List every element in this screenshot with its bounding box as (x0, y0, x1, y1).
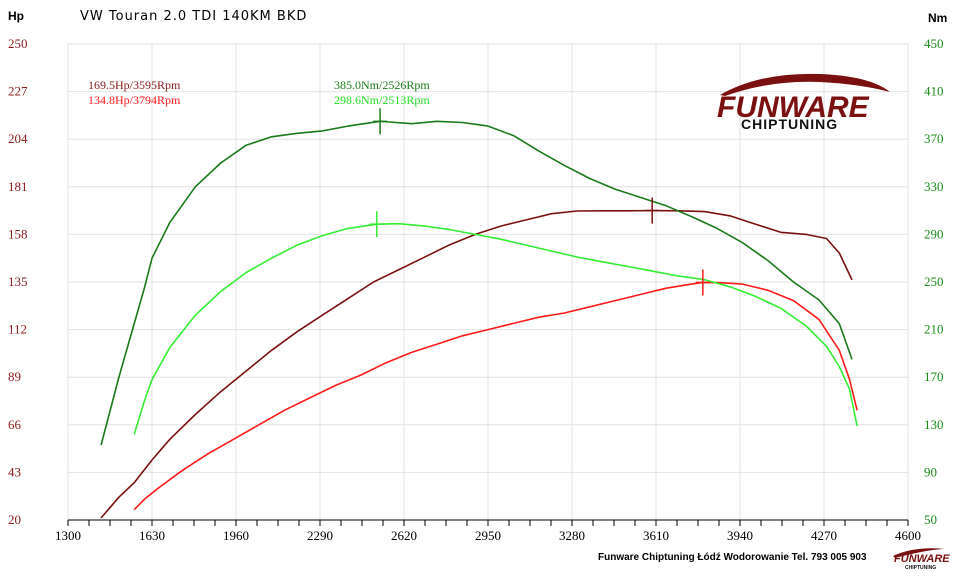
logo-sub-text: CHIPTUNING (741, 116, 838, 132)
x-tick-label: 3280 (559, 528, 585, 543)
y-right-tick-label: 370 (924, 131, 944, 146)
y-right-tick-label: 210 (924, 322, 944, 337)
grid (67, 43, 909, 521)
line-stock_nm (133, 222, 858, 435)
y-right-tick-label: 330 (924, 179, 944, 194)
annotation-stock-hp: 134.8Hp/3794Rpm (88, 93, 181, 107)
y-left-tick-label: 250 (8, 36, 28, 51)
y-left-tick-label: 43 (8, 464, 21, 479)
peak-markers (369, 108, 710, 296)
x-tick-label: 4600 (895, 528, 921, 543)
x-tick-label: 2620 (391, 528, 417, 543)
mini-logo-text: FUNWARE (894, 553, 950, 565)
annotation-tuned-hp: 169.5Hp/3595Rpm (88, 78, 181, 92)
y-left-tick-label: 181 (8, 179, 28, 194)
logo-main-text: FUNWARE (717, 91, 870, 124)
y-left-tick-label: 204 (8, 131, 28, 146)
y-right-ticks: 50 90 130 170 210 250 290 330 370 410 450 (924, 36, 944, 527)
y-left-tick-label: 20 (8, 512, 21, 527)
x-ticks: 1300 1630 1960 2290 2620 2950 3280 3610 3940 4270… (55, 528, 921, 543)
funware-logo: FUNWARE CHIPTUNING (717, 73, 890, 132)
y-right-unit: Nm (928, 11, 947, 25)
x-tick-label: 1630 (139, 528, 165, 543)
car-silhouette-icon (720, 73, 890, 96)
y-left-unit: Hp (8, 9, 24, 23)
x-tick-label: 1300 (55, 528, 81, 543)
series-lines (100, 120, 858, 519)
y-right-tick-label: 250 (924, 274, 944, 289)
x-tick-label: 4270 (811, 528, 837, 543)
y-left-tick-label: 89 (8, 369, 21, 384)
x-tick-label: 1960 (223, 528, 249, 543)
y-right-tick-label: 130 (924, 417, 944, 432)
footer-contact: Funware Chiptuning Łódź Wodorowanie Tel.… (598, 552, 867, 563)
y-left-tick-label: 135 (8, 274, 28, 289)
line-stock_hp (133, 281, 858, 511)
y-right-tick-label: 90 (924, 464, 937, 479)
y-right-tick-label: 170 (924, 369, 944, 384)
y-right-tick-label: 450 (924, 36, 944, 51)
x-tick-label: 2950 (475, 528, 501, 543)
y-right-tick-label: 290 (924, 226, 944, 241)
x-tick-label: 2290 (307, 528, 333, 543)
x-tick-label: 3610 (643, 528, 669, 543)
axes (67, 519, 909, 526)
annotation-tuned-nm: 385.0Nm/2526Rpm (334, 78, 430, 92)
y-right-tick-label: 410 (924, 84, 944, 99)
mini-logo: FUNWARE CHIPTUNING (893, 548, 950, 571)
y-left-tick-label: 227 (8, 84, 28, 99)
annotation-stock-nm: 298.6Nm/2513Rpm (334, 93, 430, 107)
y-left-tick-label: 158 (8, 226, 28, 241)
y-left-tick-label: 66 (8, 417, 22, 432)
y-right-tick-label: 50 (924, 512, 937, 527)
mini-logo-sub: CHIPTUNING (905, 565, 936, 571)
chart-title: VW Touran 2.0 TDI 140KM BKD (80, 9, 307, 24)
y-left-tick-label: 112 (8, 322, 27, 337)
mini-car-icon (893, 548, 945, 558)
line-tuned_nm (100, 120, 853, 446)
x-tick-label: 3940 (727, 528, 753, 543)
y-left-ticks: 20 43 66 89 112 135 158 181 204 227 250 (8, 36, 28, 527)
line-tuned_hp (100, 209, 853, 519)
